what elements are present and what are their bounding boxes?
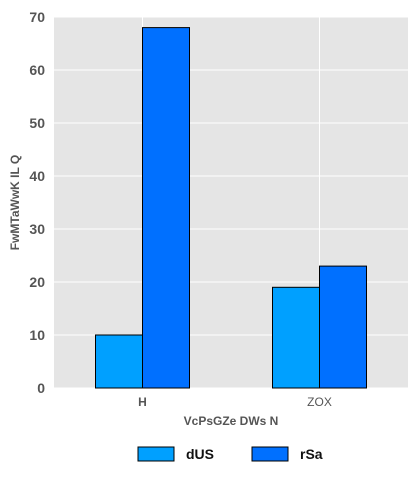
y-tick-label: 70 <box>29 9 45 25</box>
bar-dUS-H <box>95 334 143 389</box>
y-tick-label: 10 <box>29 327 45 343</box>
y-tick-label: 0 <box>37 380 45 396</box>
y-tick-label: 30 <box>29 221 45 237</box>
legend-label-dUS: dUS <box>186 446 214 462</box>
bar-dUS-ZOX <box>272 286 320 389</box>
x-tick-label: ZOX <box>307 395 332 409</box>
bar-rSa-H <box>142 27 190 389</box>
legend: dUS rSa <box>137 446 323 462</box>
bars <box>95 27 367 389</box>
x-axis-ticks: H ZOX <box>138 395 332 409</box>
y-tick-label: 40 <box>29 168 45 184</box>
y-tick-label: 20 <box>29 274 45 290</box>
y-tick-label: 50 <box>29 115 45 131</box>
y-tick-label: 60 <box>29 62 45 78</box>
y-axis-ticks: 0 10 20 30 40 50 60 70 <box>29 9 45 396</box>
x-axis-title: VcPsGZe DWs N <box>184 414 279 428</box>
x-tick-label: H <box>138 395 147 409</box>
bar-rSa-ZOX <box>319 265 367 389</box>
y-axis-title: FwMTaWwK IL Q <box>8 155 22 251</box>
legend-label-rSa: rSa <box>300 446 323 462</box>
legend-swatch-rSa <box>251 446 289 462</box>
legend-swatch-dUS <box>137 446 175 462</box>
